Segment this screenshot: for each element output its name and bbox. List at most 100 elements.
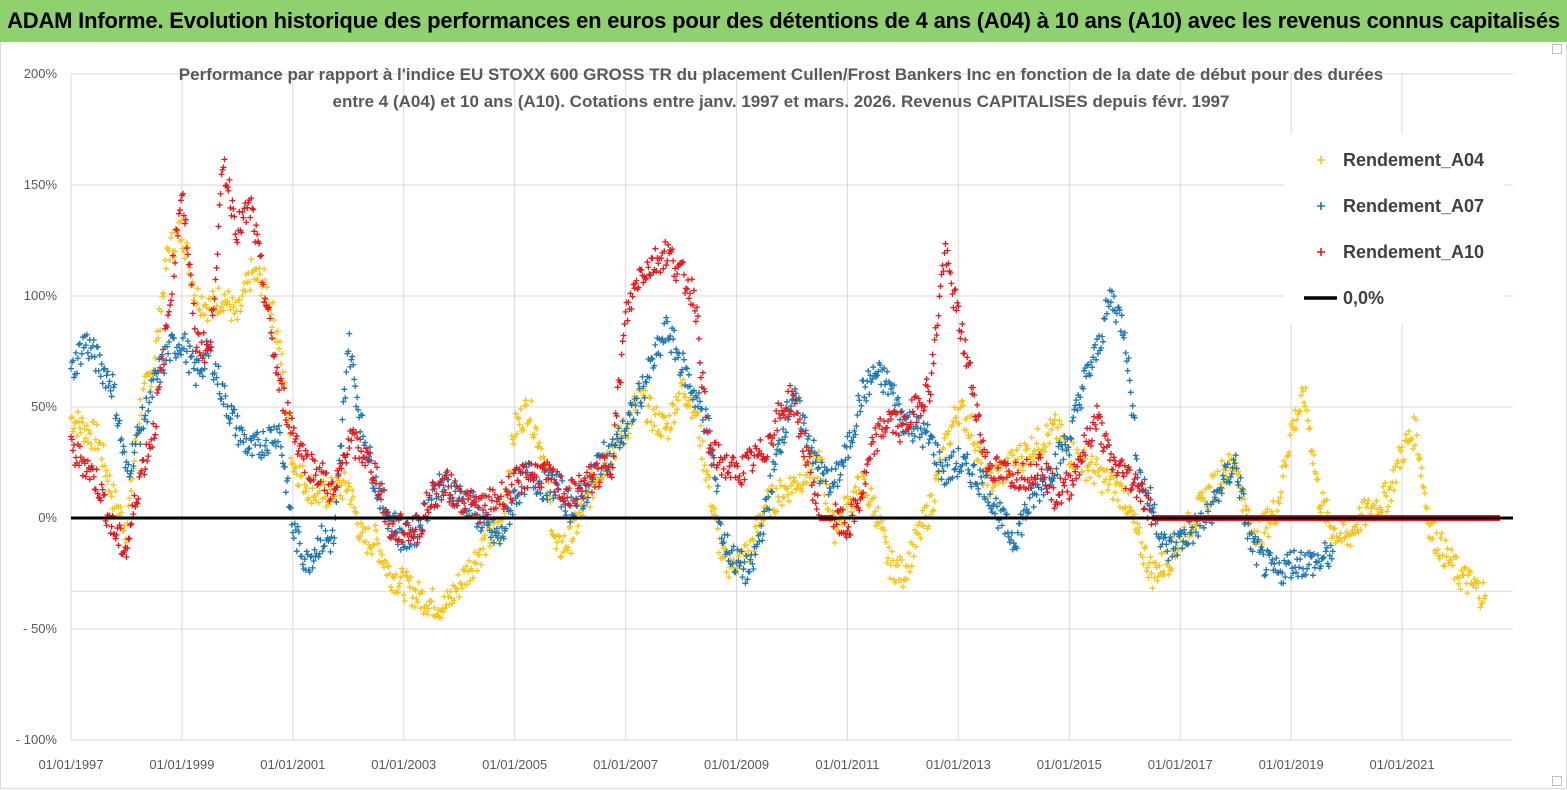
data-point bbox=[254, 429, 261, 436]
data-point bbox=[699, 438, 706, 445]
data-point bbox=[449, 600, 456, 607]
data-point bbox=[989, 509, 996, 516]
data-point bbox=[362, 525, 369, 532]
data-point bbox=[1058, 499, 1065, 506]
data-point bbox=[615, 425, 622, 432]
data-point bbox=[750, 566, 757, 573]
data-point bbox=[604, 466, 611, 473]
data-point bbox=[917, 535, 924, 542]
data-point bbox=[1189, 524, 1196, 531]
data-point bbox=[852, 483, 859, 490]
data-point bbox=[1069, 418, 1076, 425]
data-point bbox=[926, 397, 933, 404]
data-point bbox=[1104, 437, 1111, 444]
data-point bbox=[1467, 569, 1474, 576]
data-point bbox=[705, 483, 712, 490]
data-point bbox=[1148, 521, 1155, 528]
data-point bbox=[264, 447, 271, 454]
data-point bbox=[1443, 553, 1450, 560]
data-point bbox=[651, 362, 658, 369]
data-point bbox=[148, 383, 155, 390]
data-point bbox=[832, 501, 839, 508]
data-point bbox=[1139, 554, 1146, 561]
data-point bbox=[792, 486, 799, 493]
data-point bbox=[310, 494, 317, 501]
data-point bbox=[128, 487, 135, 494]
data-point bbox=[1259, 540, 1266, 547]
data-point bbox=[77, 429, 84, 436]
data-point bbox=[899, 583, 906, 590]
data-point bbox=[220, 307, 227, 314]
data-point bbox=[918, 431, 925, 438]
data-point bbox=[928, 370, 935, 377]
data-point bbox=[76, 425, 83, 432]
data-point bbox=[940, 444, 947, 451]
data-point bbox=[956, 420, 963, 427]
data-point bbox=[1043, 422, 1050, 429]
data-point bbox=[1172, 545, 1179, 552]
data-point bbox=[834, 483, 841, 490]
data-point bbox=[354, 394, 361, 401]
data-point bbox=[142, 412, 149, 419]
data-point bbox=[675, 397, 682, 404]
data-point bbox=[954, 473, 961, 480]
data-point bbox=[609, 436, 616, 443]
data-point bbox=[769, 482, 776, 489]
data-point bbox=[783, 429, 790, 436]
data-point bbox=[540, 495, 547, 502]
data-point bbox=[245, 445, 252, 452]
data-point bbox=[1052, 451, 1059, 458]
data-point bbox=[797, 485, 804, 492]
data-point bbox=[1083, 373, 1090, 380]
legend-label: Rendement_A07 bbox=[1343, 196, 1484, 216]
data-point bbox=[680, 376, 687, 383]
data-point bbox=[161, 370, 168, 377]
data-point bbox=[1429, 535, 1436, 542]
data-point bbox=[1371, 502, 1378, 509]
data-point bbox=[776, 498, 783, 505]
data-point bbox=[1296, 408, 1303, 415]
data-point bbox=[377, 547, 383, 554]
data-point bbox=[1260, 551, 1267, 558]
data-point bbox=[424, 611, 431, 618]
x-axis: 01/01/1997 01/01/1999 01/01/2001 01/01/2003… bbox=[38, 757, 1434, 772]
data-point bbox=[1030, 503, 1037, 510]
data-point bbox=[481, 532, 488, 539]
data-point bbox=[222, 393, 229, 400]
data-point bbox=[78, 415, 85, 422]
data-point bbox=[1121, 329, 1128, 336]
data-point bbox=[887, 575, 894, 582]
data-point bbox=[203, 304, 210, 311]
resize-handle[interactable] bbox=[1552, 44, 1562, 54]
data-point bbox=[683, 285, 690, 292]
data-point bbox=[800, 420, 807, 427]
data-point bbox=[670, 336, 677, 343]
data-point bbox=[327, 548, 334, 555]
data-point bbox=[649, 427, 656, 434]
data-point bbox=[695, 389, 702, 396]
data-point bbox=[1289, 565, 1296, 572]
data-point bbox=[662, 425, 669, 432]
resize-handle[interactable] bbox=[1552, 776, 1562, 786]
data-point bbox=[79, 419, 86, 426]
data-point bbox=[1271, 560, 1278, 567]
data-point bbox=[508, 481, 515, 488]
data-point bbox=[574, 529, 581, 536]
data-point bbox=[944, 461, 951, 468]
data-point bbox=[125, 461, 132, 468]
data-point bbox=[657, 269, 664, 276]
data-point bbox=[1111, 457, 1118, 464]
data-point bbox=[1309, 460, 1316, 467]
data-point bbox=[665, 241, 672, 248]
data-point bbox=[201, 365, 208, 372]
data-point bbox=[98, 456, 105, 463]
data-point bbox=[626, 411, 633, 418]
data-point bbox=[273, 443, 280, 450]
data-point bbox=[1010, 540, 1017, 547]
data-point bbox=[1096, 472, 1103, 479]
data-point bbox=[774, 446, 781, 453]
data-point bbox=[98, 361, 105, 368]
data-point bbox=[1084, 362, 1091, 369]
x-tick-label: 01/01/1997 bbox=[38, 757, 103, 772]
data-point bbox=[1033, 491, 1040, 498]
